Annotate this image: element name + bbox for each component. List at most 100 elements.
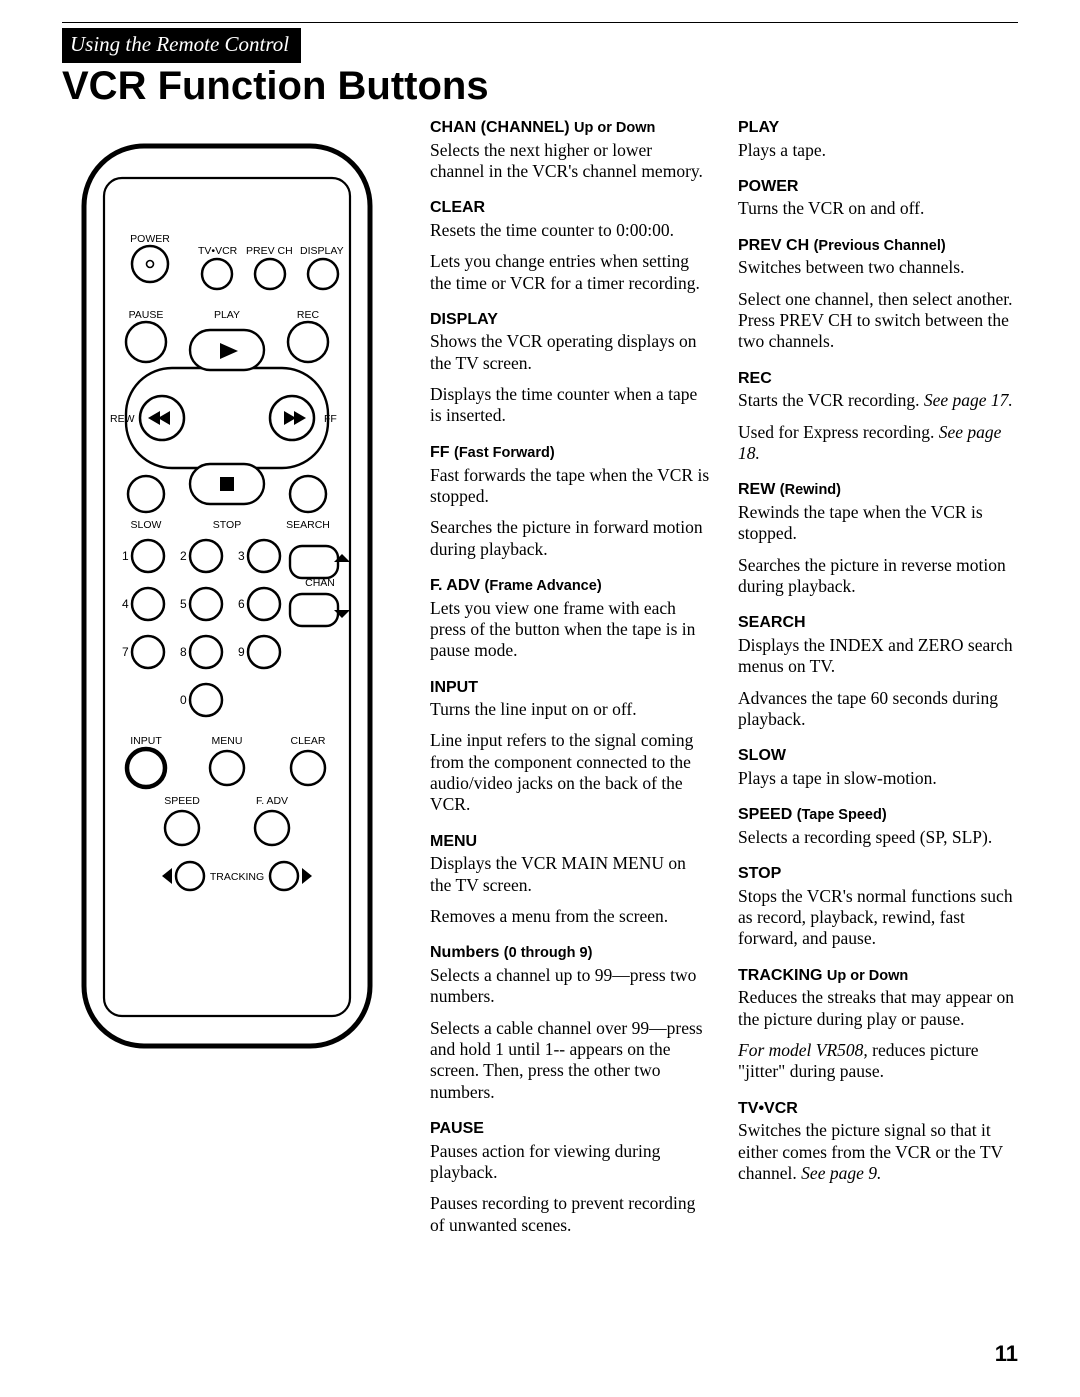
content-area: POWER TV•VCR PREV CH DISPLAY PAUSE PLAY … (62, 116, 1018, 1250)
definition-entry: PAUSEPauses action for viewing during pl… (430, 1117, 710, 1236)
svg-text:2: 2 (180, 549, 187, 563)
entry-paragraph: Switches between two channels. (738, 257, 1018, 278)
svg-text:9: 9 (238, 645, 245, 659)
entry-heading: PAUSE (430, 1117, 710, 1139)
btn-display (308, 259, 338, 289)
entry-paragraph: Plays a tape. (738, 140, 1018, 161)
label-prevch: PREV CH (246, 245, 293, 257)
definition-entry: TV•VCRSwitches the picture signal so tha… (738, 1097, 1018, 1185)
entry-paragraph: Select one channel, then select another.… (738, 289, 1018, 353)
label-tvvcr: TV•VCR (198, 245, 238, 257)
entry-paragraph: Starts the VCR recording. See page 17. (738, 390, 1018, 411)
label-slow: SLOW (131, 519, 162, 531)
entry-heading: SLOW (738, 744, 1018, 766)
definition-entry: PLAYPlays a tape. (738, 116, 1018, 161)
entry-paragraph: Line input refers to the signal coming f… (430, 730, 710, 815)
btn-chan-up (290, 546, 338, 578)
label-menu: MENU (212, 735, 243, 747)
entry-paragraph: Reduces the streaks that may appear on t… (738, 987, 1018, 1030)
label-display: DISPLAY (300, 245, 344, 257)
btn-fadv (255, 811, 289, 845)
btn-search (290, 476, 326, 512)
entry-heading: REC (738, 367, 1018, 389)
btn-tvvcr (202, 259, 232, 289)
label-rec: REC (297, 309, 320, 321)
label-ff: FF (324, 413, 337, 425)
entry-paragraph: Turns the VCR on and off. (738, 198, 1018, 219)
btn-prevch (255, 259, 285, 289)
btn-menu (210, 751, 244, 785)
entry-heading: POWER (738, 175, 1018, 197)
entry-paragraph: For model VR508, reduces picture "jitter… (738, 1040, 1018, 1083)
entry-paragraph: Searches the picture in forward motion d… (430, 517, 710, 560)
svg-text:3: 3 (238, 549, 245, 563)
label-play: PLAY (214, 309, 240, 321)
label-fadv: F. ADV (256, 795, 288, 807)
svg-text:7: 7 (122, 645, 129, 659)
definition-entry: REW (Rewind)Rewinds the tape when the VC… (738, 478, 1018, 597)
page-number: 11 (995, 1341, 1018, 1367)
definition-entry: INPUTTurns the line input on or off. Line… (430, 676, 710, 816)
label-stop: STOP (213, 519, 241, 531)
entry-paragraph: Fast forwards the tape when the VCR is s… (430, 465, 710, 508)
btn-clear (291, 751, 325, 785)
entry-heading: SPEED (Tape Speed) (738, 803, 1018, 825)
btn-tracking-down (176, 862, 204, 890)
entry-heading: DISPLAY (430, 308, 710, 330)
entry-paragraph: Displays the VCR MAIN MENU on the TV scr… (430, 853, 710, 896)
definition-entry: CLEARResets the time counter to 0:00:00.… (430, 196, 710, 294)
entry-paragraph: Searches the picture in reverse motion d… (738, 555, 1018, 598)
entry-heading: STOP (738, 862, 1018, 884)
label-search: SEARCH (286, 519, 330, 531)
entry-paragraph: Rewinds the tape when the VCR is stopped… (738, 502, 1018, 545)
entry-heading: INPUT (430, 676, 710, 698)
label-power: POWER (130, 233, 170, 245)
entry-paragraph: Resets the time counter to 0:00:00. (430, 220, 710, 241)
entry-heading: F. ADV (Frame Advance) (430, 574, 710, 596)
column-2: PLAYPlays a tape. POWERTurns the VCR on a… (738, 116, 1018, 1250)
entry-heading: CHAN (CHANNEL) Up or Down (430, 116, 710, 138)
definition-entry: TRACKING Up or DownReduces the streaks t… (738, 964, 1018, 1083)
entry-paragraph: Displays the time counter when a tape is… (430, 384, 710, 427)
entry-paragraph: Pauses action for viewing during playbac… (430, 1141, 710, 1184)
definition-entry: F. ADV (Frame Advance)Lets you view one … (430, 574, 710, 662)
remote-illustration: POWER TV•VCR PREV CH DISPLAY PAUSE PLAY … (62, 116, 402, 1250)
btn-speed (165, 811, 199, 845)
btn-tracking-up (270, 862, 298, 890)
definition-entry: FF (Fast Forward)Fast forwards the tape … (430, 441, 710, 560)
entry-paragraph: Turns the line input on or off. (430, 699, 710, 720)
entry-paragraph: Pauses recording to prevent recording of… (430, 1193, 710, 1236)
label-pause: PAUSE (129, 309, 164, 321)
entry-heading: TRACKING Up or Down (738, 964, 1018, 986)
entry-paragraph: Stops the VCR's normal functions such as… (738, 886, 1018, 950)
definition-entry: CHAN (CHANNEL) Up or DownSelects the nex… (430, 116, 710, 182)
entry-heading: REW (Rewind) (738, 478, 1018, 500)
svg-text:1: 1 (122, 549, 129, 563)
definition-entry: PREV CH (Previous Channel)Switches betwe… (738, 234, 1018, 353)
label-clear: CLEAR (290, 735, 325, 747)
definition-entry: POWERTurns the VCR on and off. (738, 175, 1018, 220)
svg-text:8: 8 (180, 645, 187, 659)
svg-text:0: 0 (180, 693, 187, 707)
entry-heading: SEARCH (738, 611, 1018, 633)
label-tracking: TRACKING (210, 871, 264, 883)
section-tab: Using the Remote Control (62, 28, 301, 63)
entry-heading: MENU (430, 830, 710, 852)
entry-paragraph: Used for Express recording. See page 18. (738, 422, 1018, 465)
entry-heading: PLAY (738, 116, 1018, 138)
entry-heading: Numbers (0 through 9) (430, 941, 710, 963)
definition-entry: SEARCHDisplays the INDEX and ZERO search… (738, 611, 1018, 730)
top-rule (62, 22, 1018, 23)
definition-entry: Numbers (0 through 9)Selects a channel u… (430, 941, 710, 1103)
btn-slow (128, 476, 164, 512)
entry-paragraph: Advances the tape 60 seconds during play… (738, 688, 1018, 731)
entry-paragraph: Selects a cable channel over 99—press an… (430, 1018, 710, 1103)
btn-chan-down (290, 594, 338, 626)
definition-entry: SLOWPlays a tape in slow-motion. (738, 744, 1018, 789)
definition-entry: MENUDisplays the VCR MAIN MENU on the TV… (430, 830, 710, 928)
entry-paragraph: Shows the VCR operating displays on the … (430, 331, 710, 374)
svg-text:6: 6 (238, 597, 245, 611)
definition-entry: RECStarts the VCR recording. See page 17… (738, 367, 1018, 465)
label-speed: SPEED (164, 795, 200, 807)
stop-icon (220, 477, 234, 491)
